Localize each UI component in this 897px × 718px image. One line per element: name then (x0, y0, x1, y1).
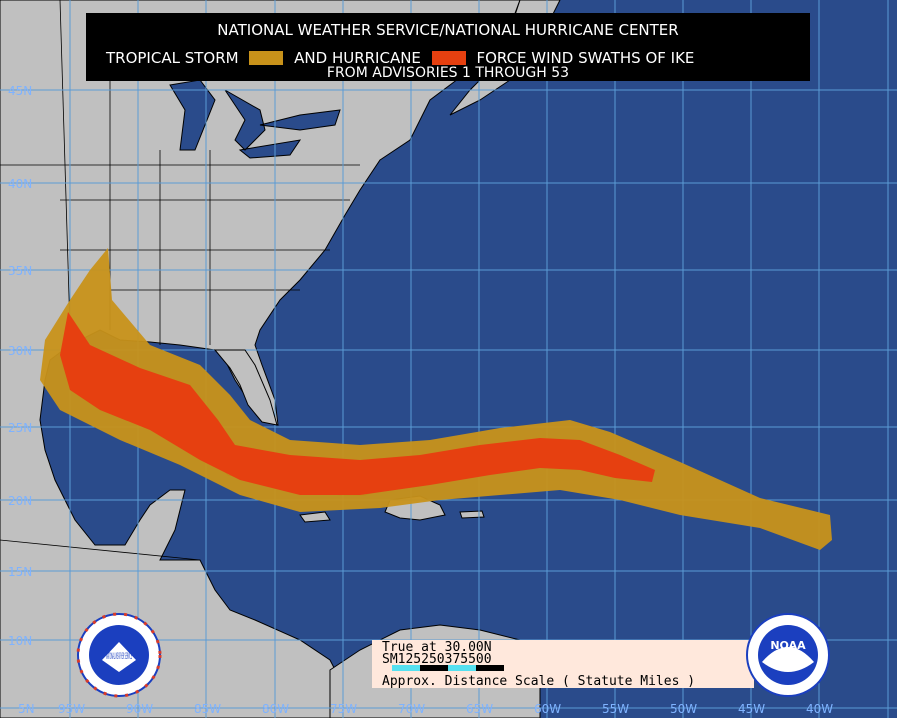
scale-ticks: SM125250375500 (382, 652, 492, 667)
lat-label-10n: 10N (8, 634, 33, 648)
lon-label-45w: 45W (738, 702, 766, 716)
legend-and-hurricane-label: AND HURRICANE (294, 49, 421, 67)
scale-bar-1 (392, 665, 420, 671)
lat-label-40n: 40N (8, 177, 33, 191)
lon-label-90w: 90W (126, 702, 154, 716)
lat-label-25n: 25N (8, 421, 33, 435)
distance-scale-box: True at 30.00N SM125250375500 Approx. Di… (372, 640, 754, 689)
advisories-line: FROM ADVISORIES 1 THROUGH 53 (326, 65, 570, 81)
lat-label-20n: 20N (8, 494, 33, 508)
lat-label-35n: 35N (8, 264, 33, 278)
lon-label-75w: 75W (330, 702, 358, 716)
lon-label-50w: 50W (670, 702, 698, 716)
legend-line: TROPICAL STORM AND HURRICANE FORCE WIND … (106, 49, 694, 67)
lon-label-95w: 95W (58, 702, 86, 716)
lat-label-30n: 30N (8, 344, 33, 358)
lon-label-55w: 55W (602, 702, 630, 716)
nws-logo: NATIONAL WEATHER SERVICE (76, 612, 162, 698)
noaa-logo-text: NOAA (770, 639, 806, 652)
legend-tropical-storm-swatch (249, 51, 284, 65)
title-legend-box: NATIONAL WEATHER SERVICE/NATIONAL HURRIC… (86, 13, 810, 81)
lon-label-60w: 60W (534, 702, 562, 716)
scale-tick-250: 250 (421, 652, 445, 667)
nws-logo-text: NATIONAL WEATHER SERVICE (106, 652, 132, 662)
noaa-logo: NOAA (746, 613, 830, 697)
land-florida (213, 349, 278, 426)
hurricane-swath (60, 312, 655, 495)
land-puerto-rico (459, 510, 485, 519)
land-jamaica (299, 511, 331, 523)
lat-label-45n: 45N (8, 84, 33, 98)
title-line: NATIONAL WEATHER SERVICE/NATIONAL HURRIC… (217, 21, 679, 39)
lon-label-70w: 70W (398, 702, 426, 716)
lon-label-85w: 85W (194, 702, 222, 716)
great-lakes (169, 79, 341, 159)
scale-true-at: True at 30.00N (382, 640, 492, 655)
scale-tick-125: 125 (397, 652, 422, 667)
lat-label-5n: 5N (18, 702, 35, 716)
scale-tick-375: 375 (444, 652, 469, 667)
lon-label-65w: 65W (466, 702, 494, 716)
scale-tick-500: 500 (468, 652, 492, 667)
lon-label-80w: 80W (262, 702, 290, 716)
scale-bar-2 (420, 665, 448, 671)
scale-bar-3 (448, 665, 476, 671)
scale-sm-label: SM (382, 652, 398, 667)
legend-hurricane-swatch (431, 51, 466, 65)
scale-label: Approx. Distance Scale ( Statute Miles ) (382, 674, 696, 689)
lat-label-15n: 15N (8, 565, 33, 579)
legend-tropical-storm-label: TROPICAL STORM (106, 49, 239, 67)
legend-force-label: FORCE WIND SWATHS OF IKE (476, 49, 695, 67)
scale-bar-4 (476, 665, 504, 671)
lon-label-40w: 40W (806, 702, 834, 716)
